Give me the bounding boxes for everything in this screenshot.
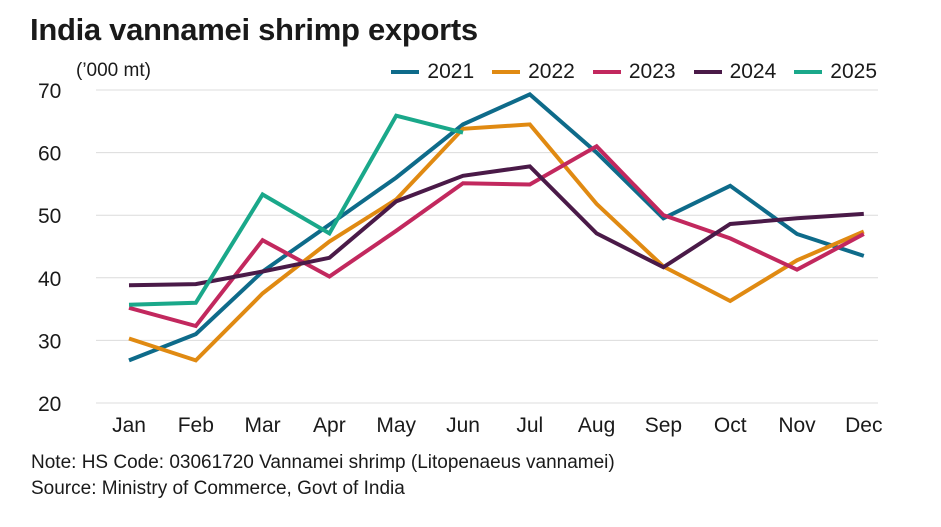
legend-label: 2021: [427, 60, 475, 83]
series-line-2022: [128, 122, 865, 363]
x-tick-label: Mar: [245, 414, 281, 437]
x-tick-label: Dec: [845, 414, 882, 437]
legend-swatch: [592, 70, 621, 74]
legend-swatch: [391, 70, 420, 74]
y-axis-unit-label: (’000 mt): [76, 60, 151, 81]
y-tick-label: 50: [38, 205, 61, 228]
x-tick-label: Feb: [178, 414, 214, 437]
x-tick-label: Nov: [778, 414, 816, 437]
legend-label: 2022: [528, 60, 575, 83]
legend-swatch: [794, 70, 823, 74]
legend-item-2023: 2023: [592, 60, 676, 84]
series-line-2023: [128, 143, 865, 329]
series-line-2024: [128, 164, 864, 288]
legend-item-2021: 2021: [391, 60, 474, 84]
x-tick-label: Jul: [516, 414, 543, 437]
y-tick-label: 40: [38, 268, 61, 291]
y-tick-label: 20: [38, 393, 61, 416]
note-text: Note: HS Code: 03061720 Vannamei shrimp …: [31, 452, 615, 473]
legend-label: 2023: [628, 60, 676, 83]
x-tick-label: Oct: [714, 414, 747, 437]
legend-label: 2025: [830, 60, 877, 83]
series-line-2021: [128, 92, 865, 363]
x-tick-label: Jun: [446, 414, 480, 437]
x-tick-label: May: [376, 414, 416, 437]
y-tick-label: 30: [38, 330, 61, 353]
legend-item-2025: 2025: [794, 60, 877, 84]
legend-label: 2024: [729, 60, 777, 83]
x-tick-label: Sep: [645, 414, 682, 437]
source-text: Source: Ministry of Commerce, Govt of In…: [31, 478, 405, 499]
legend-item-2022: 2022: [492, 60, 575, 84]
chart-legend: 2021 2022 2023 2024 2025: [391, 60, 877, 84]
legend-item-2024: 2024: [693, 60, 777, 84]
legend-swatch: [492, 70, 521, 74]
chart-notes: Note: HS Code: 03061720 Vannamei shrimp …: [31, 450, 615, 502]
x-tick-label: Jan: [112, 414, 146, 437]
x-tick-label: Apr: [313, 414, 346, 437]
series-line-2025: [128, 113, 464, 307]
legend-swatch: [693, 70, 722, 74]
x-tick-label: Aug: [578, 414, 615, 437]
y-tick-label: 60: [38, 143, 61, 166]
y-tick-label: 70: [38, 80, 61, 103]
chart-title: India vannamei shrimp exports: [30, 12, 478, 47]
